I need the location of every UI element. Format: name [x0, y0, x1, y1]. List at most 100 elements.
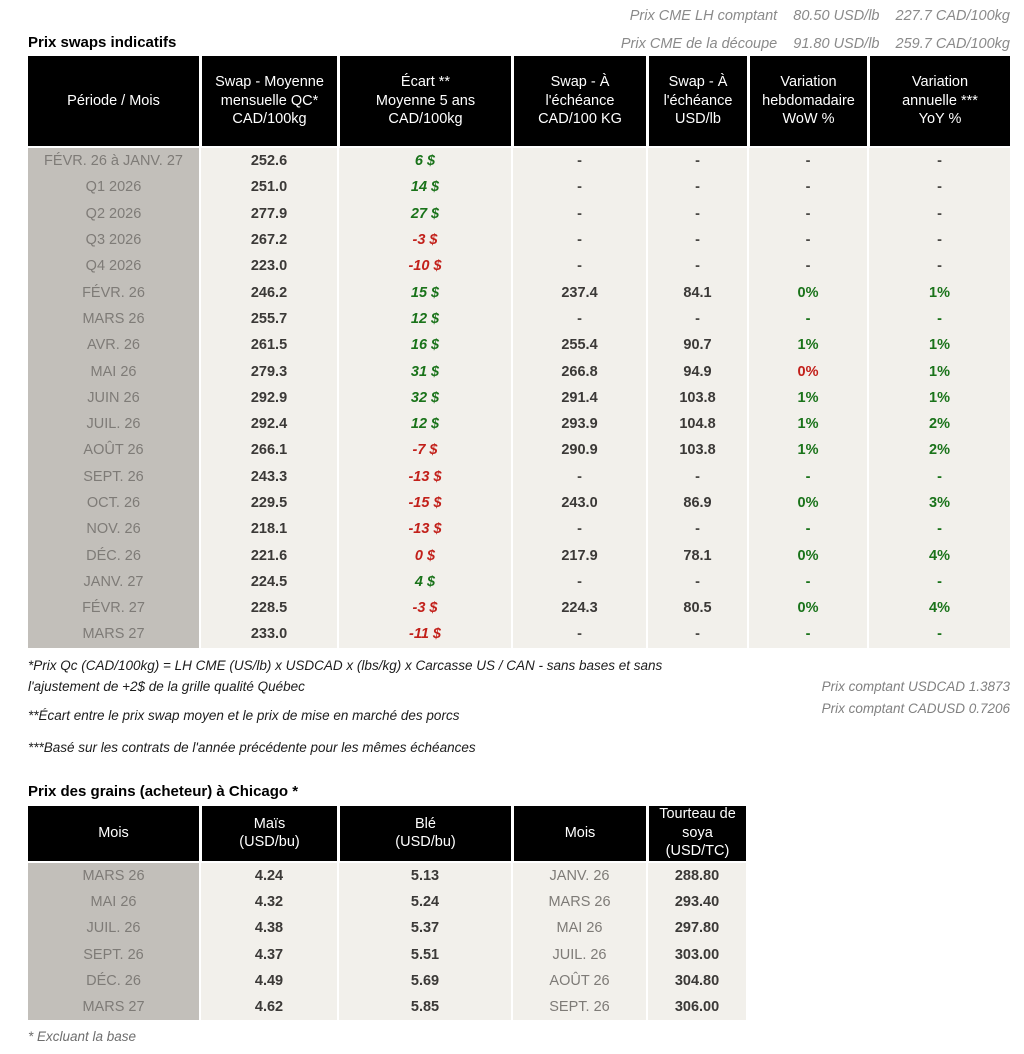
swaps-usd-cell: 104.8 — [646, 410, 747, 438]
swaps-ecart-cell: 27 $ — [337, 200, 511, 227]
swaps-yoy-cell: 1% — [867, 358, 1010, 385]
swaps-yoy-cell: 1% — [867, 332, 1010, 359]
swaps-header-cell-2: Écart ** Moyenne 5 ans CAD/100kg — [337, 56, 511, 148]
swaps-wow-cell: - — [747, 463, 867, 490]
grains-corn-cell: 4.38 — [199, 915, 337, 942]
swaps-wow-cell: - — [747, 174, 867, 201]
cme-lh-label: Prix CME LH comptant — [629, 8, 778, 24]
swaps-cad-cell: 291.4 — [511, 384, 646, 411]
swaps-period-cell: AOÛT 26 — [28, 437, 199, 464]
swaps-yoy-cell: 2% — [867, 437, 1010, 464]
swaps-usd-cell: 84.1 — [646, 279, 747, 306]
swaps-cad-cell: - — [511, 148, 646, 175]
footnotes: *Prix Qc (CAD/100kg) = LH CME (US/lb) x … — [28, 655, 728, 758]
swaps-period-cell: JUIN 26 — [28, 384, 199, 411]
cme-lh-cad: 227.7 CAD/100kg — [895, 8, 1010, 24]
swaps-period-cell: Q4 2026 — [28, 253, 199, 280]
grains-wheat-cell: 5.24 — [337, 888, 511, 916]
swaps-period-cell: AVR. 26 — [28, 332, 199, 359]
swaps-header-cell-1: Swap - Moyenne mensuelle QC* CAD/100kg — [199, 56, 337, 148]
grains-wheat-cell: 5.13 — [337, 862, 511, 889]
swaps-ecart-cell: -7 $ — [337, 437, 511, 464]
grains-month-cell: JUIL. 26 — [28, 915, 199, 942]
swaps-ecart-cell: -10 $ — [337, 253, 511, 280]
swaps-usd-cell: - — [646, 200, 747, 227]
swaps-avg-cell: 221.6 — [199, 542, 337, 569]
footnote-2: **Écart entre le prix swap moyen et le p… — [28, 707, 460, 723]
swaps-yoy-cell: 1% — [867, 279, 1010, 306]
swaps-period-cell: Q2 2026 — [28, 200, 199, 227]
swaps-avg-cell: 243.3 — [199, 463, 337, 490]
swaps-period-cell: Q3 2026 — [28, 226, 199, 254]
swaps-avg-cell: 267.2 — [199, 226, 337, 254]
title-row: Prix swaps indicatifs Prix CME de la déc… — [28, 28, 1010, 54]
grains-wheat-cell: 5.37 — [337, 915, 511, 942]
grains-header-cell-2: Blé (USD/bu) — [337, 805, 511, 863]
swaps-usd-cell: - — [646, 568, 747, 596]
spot-rates: Prix comptant USDCAD 1.3873 Prix comptan… — [728, 655, 1010, 758]
swaps-usd-cell: 90.7 — [646, 332, 747, 359]
swaps-avg-cell: 261.5 — [199, 332, 337, 359]
swaps-yoy-cell: - — [867, 516, 1010, 543]
spot-cadusd: Prix comptant CADUSD 0.7206 — [821, 700, 1010, 716]
swaps-yoy-cell: - — [867, 621, 1010, 648]
swaps-cad-cell: - — [511, 200, 646, 227]
swaps-usd-cell: - — [646, 226, 747, 254]
swaps-avg-cell: 228.5 — [199, 595, 337, 622]
swaps-period-cell: JANV. 27 — [28, 568, 199, 596]
cme-cutout-label: Prix CME de la découpe — [620, 36, 778, 52]
swaps-period-cell: JUIL. 26 — [28, 410, 199, 438]
swaps-wow-cell: - — [747, 621, 867, 648]
swaps-cad-cell: 217.9 — [511, 542, 646, 569]
grains-wheat-cell: 5.69 — [337, 967, 511, 995]
swaps-usd-cell: - — [646, 148, 747, 175]
swaps-table: Période / Mois Swap - Moyenne mensuelle Q… — [28, 56, 1010, 648]
swaps-avg-cell: 279.3 — [199, 358, 337, 385]
swaps-wow-cell: - — [747, 253, 867, 280]
swaps-cad-cell: - — [511, 174, 646, 201]
swaps-usd-cell: 78.1 — [646, 542, 747, 569]
cme-spot-line-1: Prix CME LH comptant 80.50 USD/lb 227.7 … — [28, 6, 1010, 26]
footnote-3: ***Basé sur les contrats de l'année préc… — [28, 739, 476, 755]
swaps-avg-cell: 266.1 — [199, 437, 337, 464]
swaps-ecart-cell: -11 $ — [337, 621, 511, 648]
swaps-wow-cell: 1% — [747, 384, 867, 411]
swaps-avg-cell: 251.0 — [199, 174, 337, 201]
grains-month-cell: SEPT. 26 — [28, 941, 199, 968]
swaps-wow-cell: - — [747, 226, 867, 254]
swaps-period-cell: MAI 26 — [28, 358, 199, 385]
grains-corn-cell: 4.24 — [199, 862, 337, 889]
footnote-1: *Prix Qc (CAD/100kg) = LH CME (US/lb) x … — [28, 657, 663, 694]
swaps-ecart-cell: 31 $ — [337, 358, 511, 385]
cme-cutout-cad: 259.7 CAD/100kg — [895, 36, 1010, 52]
swaps-usd-cell: 94.9 — [646, 358, 747, 385]
swaps-period-cell: MARS 26 — [28, 305, 199, 333]
swaps-yoy-cell: - — [867, 253, 1010, 280]
grains-header-cell-1: Maïs (USD/bu) — [199, 805, 337, 863]
swaps-yoy-cell: - — [867, 305, 1010, 333]
grains-corn-cell: 4.49 — [199, 967, 337, 995]
swaps-yoy-cell: - — [867, 200, 1010, 227]
swaps-usd-cell: - — [646, 621, 747, 648]
grains-month-cell: MARS 27 — [28, 994, 199, 1021]
swaps-period-cell: NOV. 26 — [28, 516, 199, 543]
grains-soymeal-cell: 293.40 — [646, 888, 746, 916]
swaps-avg-cell: 277.9 — [199, 200, 337, 227]
swaps-yoy-cell: - — [867, 226, 1010, 254]
swaps-period-cell: FÉVR. 26 à JANV. 27 — [28, 148, 199, 175]
swaps-header-cell-0: Période / Mois — [28, 56, 199, 148]
swaps-cad-cell: 266.8 — [511, 358, 646, 385]
swaps-ecart-cell: -15 $ — [337, 489, 511, 517]
swaps-cad-cell: - — [511, 226, 646, 254]
grains-month-cell: MARS 26 — [28, 862, 199, 889]
swaps-ecart-cell: -13 $ — [337, 463, 511, 490]
grains-month-cell: DÉC. 26 — [28, 967, 199, 995]
swaps-header-cell-3: Swap - À l'échéance CAD/100 KG — [511, 56, 646, 148]
swaps-cad-cell: - — [511, 253, 646, 280]
grains-table-title: Prix des grains (acheteur) à Chicago * — [28, 782, 299, 800]
swaps-yoy-cell: - — [867, 148, 1010, 175]
swaps-yoy-cell: 4% — [867, 542, 1010, 569]
swaps-ecart-cell: 32 $ — [337, 384, 511, 411]
swaps-wow-cell: 0% — [747, 358, 867, 385]
